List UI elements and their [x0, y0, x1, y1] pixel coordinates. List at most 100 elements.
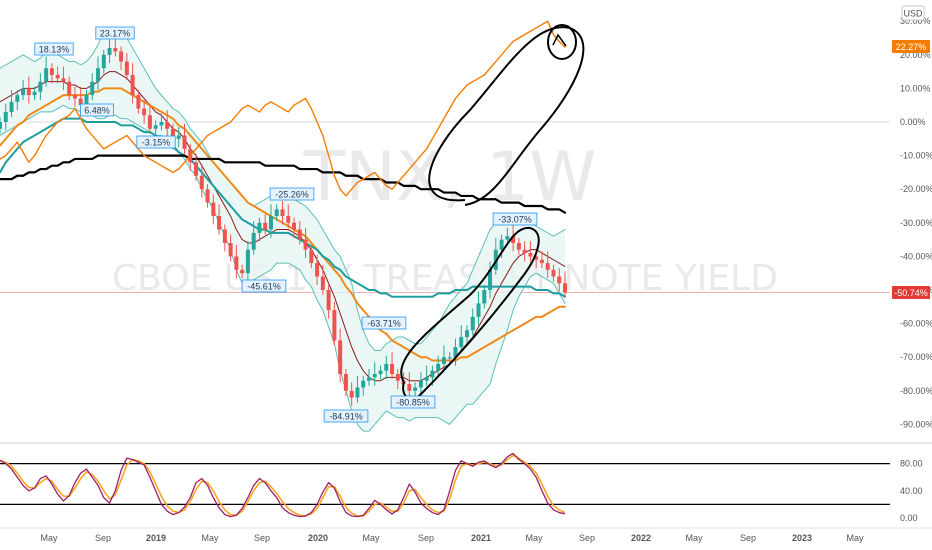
candle[interactable] — [234, 244, 239, 279]
candle[interactable] — [0, 116, 2, 134]
candle[interactable] — [21, 80, 26, 101]
candle[interactable] — [55, 66, 60, 84]
candle[interactable] — [32, 86, 37, 101]
candle[interactable] — [72, 86, 77, 107]
candle[interactable] — [268, 204, 273, 238]
candle[interactable] — [326, 284, 331, 319]
candle[interactable] — [361, 375, 366, 396]
candle[interactable] — [147, 103, 152, 134]
candle[interactable] — [511, 224, 516, 252]
price-axis[interactable]: 30.00% 20.00% 10.00% 0.00% -10.00% -20.00% -30… — [900, 16, 932, 429]
candle[interactable] — [390, 352, 395, 380]
candle[interactable] — [61, 66, 66, 91]
candle[interactable] — [263, 214, 268, 235]
candle[interactable] — [320, 264, 325, 296]
drawing-ellipse-price[interactable] — [400, 226, 540, 401]
candle[interactable] — [101, 49, 106, 74]
candle[interactable] — [240, 264, 245, 279]
candle[interactable] — [44, 56, 49, 87]
candle[interactable] — [482, 284, 487, 309]
candle[interactable] — [418, 372, 423, 396]
candle[interactable] — [453, 338, 458, 366]
candle[interactable] — [355, 375, 360, 403]
candle[interactable] — [464, 325, 469, 346]
candle[interactable] — [136, 90, 141, 114]
oscillator-axis[interactable]: 80.00 40.00 0.00 — [900, 459, 923, 523]
candle[interactable] — [332, 301, 337, 346]
candle[interactable] — [130, 63, 135, 104]
candle[interactable] — [9, 90, 14, 117]
candle[interactable] — [49, 63, 54, 84]
candle[interactable] — [384, 355, 389, 380]
candle[interactable] — [516, 237, 521, 255]
candle[interactable] — [38, 73, 43, 101]
candle[interactable] — [539, 251, 544, 269]
candle[interactable] — [366, 368, 371, 386]
candle[interactable] — [280, 200, 285, 225]
candle[interactable] — [274, 204, 279, 222]
candle[interactable] — [436, 355, 441, 376]
candle[interactable] — [395, 368, 400, 390]
candle[interactable] — [488, 261, 493, 299]
candle[interactable] — [349, 382, 354, 406]
candle[interactable] — [245, 241, 250, 282]
candle[interactable] — [545, 251, 550, 279]
candle[interactable] — [3, 103, 8, 131]
drawing-ellipse-comparison[interactable] — [428, 26, 585, 206]
candle[interactable] — [176, 127, 181, 148]
candle[interactable] — [153, 120, 158, 138]
candle[interactable] — [447, 352, 452, 363]
candle[interactable] — [217, 204, 222, 235]
candle[interactable] — [142, 100, 147, 124]
candle[interactable] — [67, 76, 72, 101]
candle[interactable] — [199, 164, 204, 198]
candle[interactable] — [297, 221, 302, 245]
candle[interactable] — [407, 372, 412, 400]
candle[interactable] — [182, 123, 187, 154]
candle[interactable] — [315, 254, 320, 285]
candle[interactable] — [459, 325, 464, 353]
candle[interactable] — [470, 308, 475, 336]
drawings-layer[interactable] — [400, 24, 585, 401]
candle[interactable] — [505, 227, 510, 245]
candle[interactable] — [119, 46, 124, 70]
candle[interactable] — [211, 194, 216, 225]
candle[interactable] — [165, 110, 170, 138]
currency-badge[interactable]: USD — [901, 5, 925, 21]
candle[interactable] — [15, 90, 20, 111]
candle[interactable] — [557, 268, 562, 292]
candle[interactable] — [522, 241, 527, 262]
candle[interactable] — [563, 271, 567, 298]
candle[interactable] — [424, 365, 429, 386]
drawing-arrow-peak[interactable] — [552, 33, 567, 47]
candle[interactable] — [338, 328, 343, 383]
candle[interactable] — [96, 56, 101, 91]
candle[interactable] — [124, 53, 129, 80]
candle[interactable] — [90, 73, 95, 101]
candle[interactable] — [257, 217, 262, 242]
candle[interactable] — [441, 345, 446, 373]
candle[interactable] — [251, 221, 256, 255]
candle[interactable] — [222, 224, 227, 252]
candle[interactable] — [303, 227, 308, 259]
candle[interactable] — [476, 291, 481, 326]
candle[interactable] — [26, 76, 31, 104]
candle[interactable] — [372, 362, 377, 386]
candle[interactable] — [413, 382, 418, 396]
candle[interactable] — [551, 264, 556, 282]
candle[interactable] — [194, 153, 199, 181]
candle[interactable] — [378, 365, 383, 380]
candle[interactable] — [292, 217, 297, 238]
candle[interactable] — [309, 244, 314, 269]
candle[interactable] — [113, 36, 118, 57]
candle[interactable] — [205, 184, 210, 208]
candle[interactable] — [159, 113, 164, 131]
drawing-circle-peak[interactable] — [547, 24, 577, 60]
stochastic-pane[interactable] — [0, 452, 890, 518]
candle[interactable] — [107, 39, 112, 64]
candle[interactable] — [528, 241, 533, 262]
time-axis[interactable]: May Sep 2019 May Sep 2020 May Sep 2021 May Sep 2022… — [40, 533, 864, 543]
candle[interactable] — [286, 204, 291, 228]
candle[interactable] — [343, 368, 348, 396]
